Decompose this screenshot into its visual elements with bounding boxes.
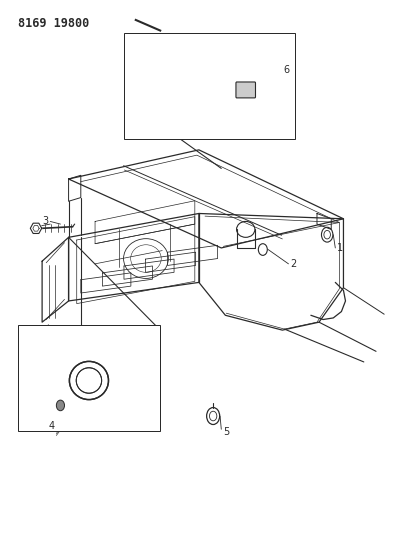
Bar [18,325,160,431]
FancyBboxPatch shape [235,82,255,98]
Circle shape [56,400,64,411]
Text: 4: 4 [48,421,54,431]
Text: 5: 5 [223,427,229,437]
Bar [123,33,294,139]
Text: 3: 3 [42,216,48,227]
Text: 6: 6 [283,66,289,75]
Polygon shape [30,223,42,233]
Text: 8169 19800: 8169 19800 [18,17,89,30]
Text: 2: 2 [290,259,296,269]
Text: 1: 1 [337,243,343,253]
